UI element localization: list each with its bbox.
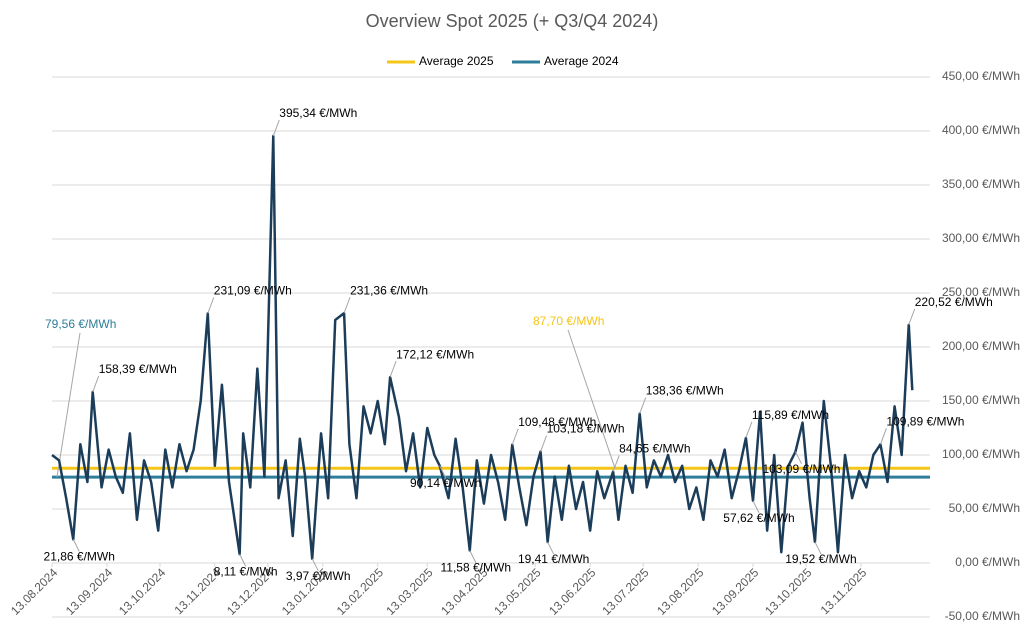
- x-tick-label: 13.08.2024: [8, 565, 61, 618]
- data-label: 115,89 €/MWh: [752, 408, 829, 422]
- leader-line: [56, 332, 81, 478]
- leader-line: [540, 435, 548, 452]
- data-label: 158,39 €/MWh: [99, 362, 177, 376]
- x-tick-label: 13.09.2024: [63, 565, 116, 618]
- y-tick-label: -50,00 €/MWh: [945, 609, 1020, 623]
- leader-line: [511, 428, 519, 445]
- leader-line: [92, 375, 100, 393]
- leader-line: [879, 428, 887, 445]
- data-label: 19,41 €/MWh: [518, 552, 589, 566]
- leader-line: [908, 308, 916, 326]
- leader-line: [439, 465, 447, 478]
- y-tick-label: 150,00 €/MWh: [942, 393, 1020, 407]
- data-label: 90,14 €/MWh: [410, 476, 481, 490]
- leader-line: [239, 554, 247, 567]
- legend-label: Average 2024: [544, 54, 619, 68]
- reference-value-label: 87,70 €/MWh: [533, 314, 604, 328]
- data-label: 231,36 €/MWh: [350, 283, 428, 297]
- data-label: 84,65 €/MWh: [619, 442, 690, 456]
- x-tick-label: 13.09.2025: [709, 565, 762, 618]
- y-tick-label: 450,00 €/MWh: [942, 69, 1020, 83]
- data-label: 172,12 €/MWh: [396, 347, 474, 361]
- leader-line: [814, 541, 822, 555]
- data-label: 11,58 €/MWh: [441, 561, 511, 575]
- chart-title: Overview Spot 2025 (+ Q3/Q4 2024): [366, 11, 659, 31]
- leader-line: [639, 397, 647, 414]
- data-label: 8,11 €/MWh: [214, 564, 278, 578]
- leader-line: [72, 539, 80, 552]
- leader-line: [752, 500, 760, 513]
- x-tick-label: 13.07.2025: [599, 565, 652, 618]
- data-label: 109,48 €/MWh: [518, 415, 596, 429]
- reference-value-label: 79,56 €/MWh: [45, 317, 116, 331]
- data-label: 220,52 €/MWh: [915, 295, 993, 309]
- y-tick-label: 0,00 €/MWh: [955, 555, 1020, 569]
- y-tick-label: 250,00 €/MWh: [942, 285, 1020, 299]
- leader-line: [311, 558, 319, 571]
- price-line: [51, 134, 914, 560]
- data-label: 19,52 €/MWh: [785, 552, 856, 566]
- y-tick-label: 100,00 €/MWh: [942, 447, 1020, 461]
- x-tick-label: 13.03.2025: [383, 565, 436, 618]
- data-label: 21,86 €/MWh: [44, 550, 115, 564]
- x-tick-label: 13.11.2025: [818, 565, 870, 617]
- data-label: 109,89 €/MWh: [886, 414, 964, 428]
- y-tick-label: 300,00 €/MWh: [942, 231, 1020, 245]
- data-label: 57,62 €/MWh: [723, 511, 794, 525]
- x-tick-label: 13.10.2025: [762, 565, 815, 618]
- data-label: 103,18 €/MWh: [547, 422, 625, 436]
- y-tick-label: 350,00 €/MWh: [942, 177, 1020, 191]
- x-tick-label: 13.06.2025: [546, 565, 599, 618]
- leader-line: [343, 296, 351, 314]
- data-label: 3,97 €/MWh: [286, 569, 351, 583]
- x-tick-label: 13.08.2025: [654, 565, 707, 618]
- leader-line: [207, 297, 215, 314]
- leader-line: [612, 455, 620, 472]
- y-tick-label: 200,00 €/MWh: [942, 339, 1020, 353]
- leader-line: [567, 329, 616, 469]
- leader-line: [469, 550, 477, 563]
- data-label: 103,09 €/MWh: [762, 462, 840, 476]
- x-tick-label: 13.10.2024: [116, 565, 169, 618]
- leader-line: [745, 421, 753, 439]
- y-tick-label: 50,00 €/MWh: [949, 501, 1020, 515]
- leader-line: [547, 541, 555, 555]
- y-tick-label: 400,00 €/MWh: [942, 123, 1020, 137]
- leader-line: [272, 119, 280, 137]
- data-label: 395,34 €/MWh: [279, 106, 357, 120]
- data-label: 138,36 €/MWh: [646, 384, 724, 398]
- legend-label: Average 2025: [419, 54, 494, 68]
- leader-line: [795, 451, 802, 464]
- leader-line: [389, 360, 397, 378]
- data-label: 231,09 €/MWh: [214, 284, 292, 298]
